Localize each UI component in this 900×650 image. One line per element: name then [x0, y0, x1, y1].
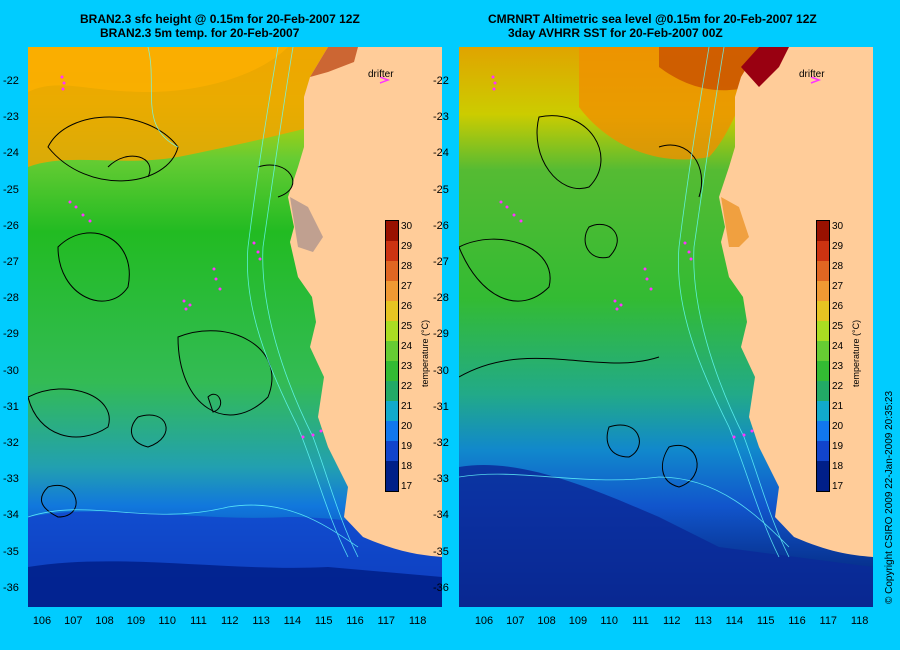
latitude-tick-label: -35 — [433, 545, 449, 558]
latitude-tick-label: -22 — [3, 75, 19, 87]
colorbar-tick-label: 17 — [401, 481, 413, 492]
longitude-tick-label: 116 — [346, 615, 364, 627]
right-title-line1: CMRNRT Altimetric sea level @0.15m for 2… — [488, 12, 817, 26]
colorbar-tick-label: 28 — [832, 261, 844, 272]
longitude-tick-label: 111 — [190, 615, 207, 627]
colorbar-tick-label: 25 — [832, 321, 844, 332]
latitude-tick-label: -22 — [433, 75, 449, 87]
left-colorbar — [385, 220, 399, 492]
latitude-tick-label: -27 — [3, 256, 19, 268]
copyright-text: © Copyright CSIRO 2009 22-Jan-2009 20:35… — [884, 390, 895, 604]
latitude-tick-label: -28 — [3, 292, 19, 305]
colorbar-tick-label: 27 — [832, 281, 844, 292]
left-map-svg — [28, 47, 442, 607]
latitude-tick-label: -27 — [433, 256, 449, 268]
longitude-tick-label: 107 — [64, 615, 83, 627]
colorbar-tick-label: 24 — [832, 341, 844, 352]
longitude-tick-label: 112 — [663, 615, 681, 627]
colorbar-tick-label: 28 — [401, 261, 413, 272]
right-map-svg — [459, 47, 873, 607]
colorbar-tick-label: 29 — [832, 241, 844, 252]
longitude-tick-label: 108 — [537, 615, 556, 627]
latitude-tick-label: -23 — [433, 111, 449, 124]
colorbar-tick-label: 25 — [401, 321, 413, 332]
latitude-tick-label: -33 — [433, 473, 449, 486]
longitude-tick-label: 113 — [694, 615, 712, 627]
left-title-line1: BRAN2.3 sfc height @ 0.15m for 20-Feb-20… — [80, 12, 360, 26]
colorbar-tick-label: 19 — [401, 441, 413, 452]
longitude-tick-label: 114 — [725, 615, 744, 627]
colorbar-tick-label: 26 — [832, 301, 844, 312]
right-drifter-label: drifter — [799, 69, 825, 80]
latitude-tick-label: -24 — [3, 147, 19, 160]
latitude-tick-label: -30 — [3, 364, 19, 377]
latitude-tick-label: -24 — [433, 147, 449, 160]
colorbar-tick-label: 17 — [832, 481, 844, 492]
latitude-tick-label: -25 — [3, 183, 19, 196]
colorbar-tick-label: 23 — [832, 361, 844, 372]
left-drifter-label: drifter — [368, 69, 394, 80]
longitude-tick-label: 107 — [506, 615, 525, 627]
right-colorbar — [816, 220, 830, 492]
longitude-tick-label: 118 — [850, 615, 869, 627]
colorbar-tick-label: 30 — [401, 221, 413, 232]
colorbar-tick-label: 22 — [401, 381, 413, 392]
colorbar-tick-label: 29 — [401, 241, 413, 252]
colorbar-tick-label: 18 — [401, 461, 413, 472]
colorbar-tick-label: 22 — [832, 381, 844, 392]
left-colorbar-title: temperature (°C) — [420, 319, 430, 387]
left-title-line2: BRAN2.3 5m temp. for 20-Feb-2007 — [100, 26, 300, 40]
colorbar-tick-label: 19 — [832, 441, 844, 452]
colorbar-tick-label: 26 — [401, 301, 413, 312]
longitude-tick-label: 115 — [756, 615, 775, 627]
longitude-tick-label: 106 — [32, 615, 52, 627]
longitude-tick-label: 113 — [252, 615, 270, 627]
longitude-tick-label: 118 — [408, 615, 427, 627]
latitude-tick-label: -28 — [433, 292, 449, 305]
colorbar-tick-label: 18 — [832, 461, 844, 472]
longitude-tick-label: 109 — [126, 615, 146, 627]
latitude-tick-label: -34 — [433, 509, 449, 522]
longitude-tick-label: 112 — [221, 615, 239, 627]
longitude-tick-label: 117 — [377, 615, 396, 627]
right-title-line2: 3day AVHRR SST for 20-Feb-2007 00Z — [508, 26, 723, 40]
latitude-tick-label: -35 — [3, 545, 19, 558]
longitude-tick-label: 109 — [568, 615, 588, 627]
latitude-tick-label: -36 — [433, 581, 449, 594]
longitude-tick-label: 111 — [632, 615, 649, 627]
latitude-tick-label: -26 — [433, 219, 449, 232]
latitude-tick-label: -34 — [3, 509, 19, 522]
colorbar-tick-label: 23 — [401, 361, 413, 372]
longitude-tick-label: 116 — [788, 615, 806, 627]
right-map-panel: drifter temperature (°C) — [459, 47, 873, 607]
colorbar-tick-label: 20 — [401, 421, 413, 432]
latitude-tick-label: -26 — [3, 219, 19, 232]
latitude-tick-label: -33 — [3, 473, 19, 486]
latitude-tick-label: -25 — [433, 183, 449, 196]
longitude-tick-label: 114 — [283, 615, 302, 627]
colorbar-tick-label: 20 — [832, 421, 844, 432]
longitude-tick-label: 115 — [314, 615, 333, 627]
colorbar-tick-label: 30 — [832, 221, 844, 232]
left-map-panel: drifter temperature (°C) — [28, 47, 442, 607]
colorbar-tick-label: 27 — [401, 281, 413, 292]
right-colorbar-title: temperature (°C) — [851, 319, 861, 387]
colorbar-tick-label: 21 — [832, 401, 844, 412]
latitude-tick-label: -31 — [433, 400, 449, 413]
longitude-tick-label: 117 — [819, 615, 838, 627]
latitude-tick-label: -30 — [433, 364, 449, 377]
longitude-tick-label: 110 — [158, 615, 176, 627]
latitude-tick-label: -23 — [3, 111, 19, 124]
colorbar-tick-label: 21 — [401, 401, 413, 412]
latitude-tick-label: -31 — [3, 400, 19, 413]
colorbar-tick-label: 24 — [401, 341, 413, 352]
latitude-tick-label: -32 — [433, 437, 449, 449]
longitude-tick-label: 108 — [95, 615, 114, 627]
longitude-tick-label: 106 — [474, 615, 494, 627]
latitude-tick-label: -29 — [3, 328, 19, 341]
latitude-tick-label: -29 — [433, 328, 449, 341]
latitude-tick-label: -36 — [3, 581, 19, 594]
latitude-tick-label: -32 — [3, 437, 19, 449]
longitude-tick-label: 110 — [600, 615, 618, 627]
